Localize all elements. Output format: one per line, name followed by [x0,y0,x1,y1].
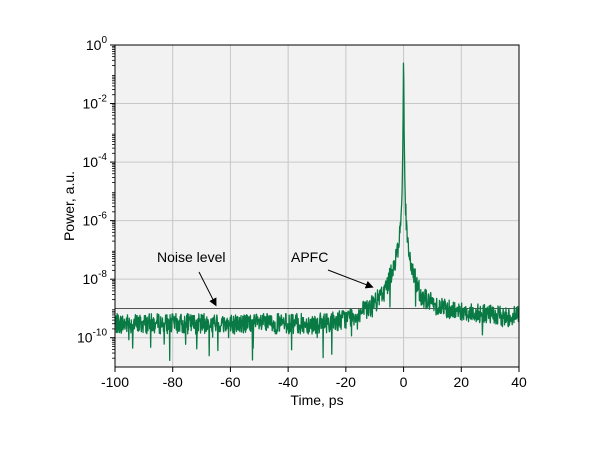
y-tick-label: 10-6 [83,211,108,229]
annotation-apfc: APFC [291,249,328,265]
x-tick-label: 40 [511,374,527,390]
x-tick-label: 20 [453,374,469,390]
x-tick-label: 0 [400,374,408,390]
y-axis-title: Power, a.u. [61,171,77,241]
series-line [114,62,520,361]
x-axis-title: Time, ps [290,392,343,408]
x-tick-label: -40 [278,374,298,390]
annotation-noise-level-arrow [198,271,217,307]
y-tick-label: 10-8 [83,269,108,287]
y-tick-label: 10-4 [83,152,108,170]
x-tick-label: -60 [220,374,240,390]
x-tick-label: -100 [101,374,129,390]
annotations: Noise level APFC [157,249,374,307]
x-tick-label: -80 [163,374,183,390]
y-tick-label: 10-10 [77,328,107,346]
ticks: -100 -80 -60 -40 -20 0 20 40 10-10 10-8 10-6 10-4 10… [77,35,527,390]
y-tick-label: 10-2 [83,94,108,112]
series-group [114,62,520,361]
annotation-apfc-arrow [327,269,374,289]
x-tick-label: -20 [336,374,356,390]
annotation-noise-level: Noise level [157,249,225,265]
plot-frame [114,44,520,368]
y-tick-label: 100 [86,35,108,53]
